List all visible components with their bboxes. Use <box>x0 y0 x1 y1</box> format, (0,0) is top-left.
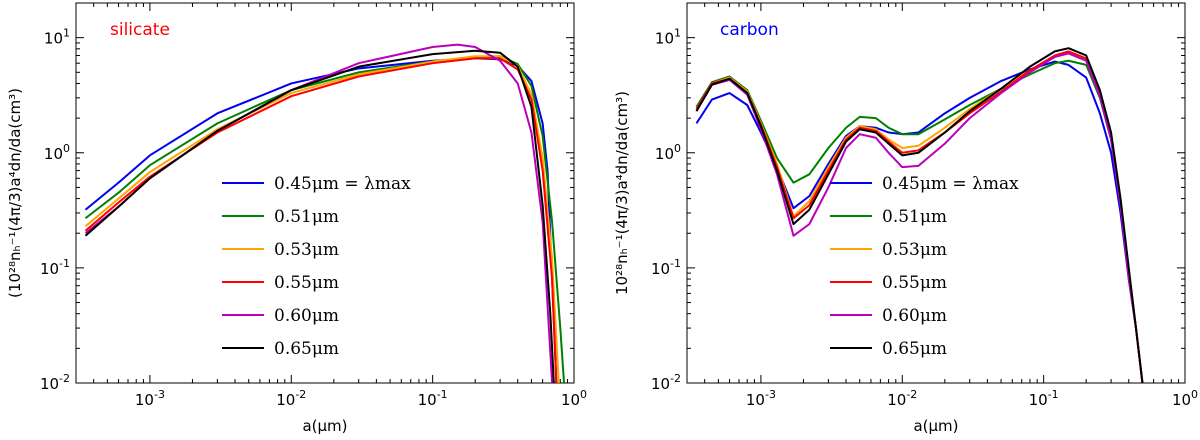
series-line <box>84 55 560 383</box>
series-lines <box>695 47 1144 383</box>
legend-entry: 0.53μm <box>882 240 947 260</box>
axis-ticks: 10-3 10-2 10-1 100 10-2 10-1 100 101 <box>651 3 1198 409</box>
y-tick-label: 101 <box>44 27 70 48</box>
legend-entry: 0.51μm <box>274 207 339 227</box>
plot-frame <box>75 2 575 384</box>
carbon-panel: 10-3 10-2 10-1 100 10-2 10-1 100 101 carbon a(μ… <box>613 2 1198 435</box>
y-axis-label: 10²⁸nₕ⁻¹(4π/3)a⁴dn/da(cm³) <box>613 91 631 295</box>
series-line <box>695 52 1144 383</box>
y-tick-label: 10-1 <box>40 257 70 278</box>
x-axis-label: a(μm) <box>302 417 347 435</box>
panel-title: silicate <box>110 20 170 40</box>
x-axis-label: a(μm) <box>913 417 958 435</box>
legend-entry: 0.45μm = λmax <box>274 174 411 194</box>
legend-entry: 0.60μm <box>882 306 947 326</box>
silicate-panel: 10-3 10-2 10-1 100 10-2 10-1 100 101 silicate a… <box>6 2 587 435</box>
legend-entry: 0.55μm <box>274 273 339 293</box>
legend-entry: 0.65μm <box>882 339 947 359</box>
y-tick-label: 10-2 <box>651 372 681 393</box>
legend-entry: 0.65μm <box>274 339 339 359</box>
series-line <box>695 47 1144 383</box>
y-tick-label: 100 <box>44 142 70 163</box>
y-tick-label: 10-1 <box>651 257 681 278</box>
legend: 0.45μm = λmax 0.51μm 0.53μm 0.55μm 0.60μm 0.6… <box>830 174 1019 359</box>
x-tick-label: 10-3 <box>746 388 776 409</box>
series-lines <box>84 43 566 383</box>
legend-entry: 0.53μm <box>274 240 339 260</box>
y-tick-label: 10-2 <box>40 372 70 393</box>
x-tick-label: 10-2 <box>887 388 917 409</box>
axis-ticks: 10-3 10-2 10-1 100 10-2 10-1 100 101 <box>40 3 587 409</box>
x-tick-label: 100 <box>561 388 587 409</box>
x-tick-label: 10-1 <box>1029 388 1059 409</box>
legend-entry: 0.60μm <box>274 306 339 326</box>
legend-entry: 0.55μm <box>882 273 947 293</box>
x-tick-label: 10-3 <box>135 388 165 409</box>
legend: 0.45μm = λmax 0.51μm 0.53μm 0.55μm 0.60μm 0.6… <box>222 174 411 359</box>
y-tick-label: 101 <box>655 27 681 48</box>
panel-title: carbon <box>720 20 779 40</box>
y-axis-label: (10²⁸nₕ⁻¹(4π/3)a⁴dn/da(cm³) <box>6 88 24 298</box>
legend-entry: 0.45μm = λmax <box>882 174 1019 194</box>
x-tick-label: 10-2 <box>276 388 306 409</box>
series-line <box>84 49 555 383</box>
y-tick-label: 100 <box>655 142 681 163</box>
legend-entry: 0.51μm <box>882 207 947 227</box>
x-tick-label: 100 <box>1172 388 1198 409</box>
x-tick-label: 10-1 <box>418 388 448 409</box>
plot-frame <box>686 2 1186 384</box>
